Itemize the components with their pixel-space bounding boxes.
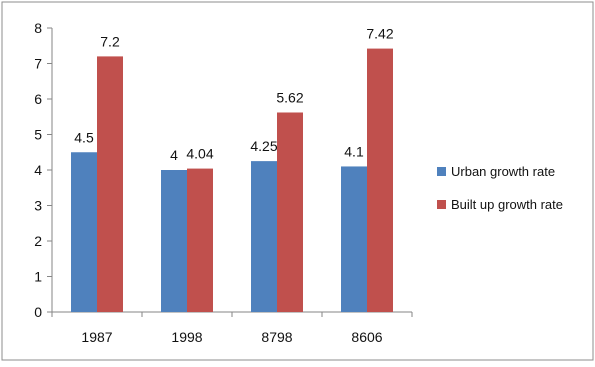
y-tick-label: 4 xyxy=(34,162,42,178)
x-tick-label: 8606 xyxy=(351,329,382,345)
bar-built-up-1998 xyxy=(187,168,213,312)
bar-urban-1987 xyxy=(71,152,97,312)
data-label: 7.42 xyxy=(366,26,393,42)
y-tick-label: 2 xyxy=(34,233,42,249)
legend: Urban growth rate Built up growth rate xyxy=(437,164,563,212)
data-label: 4.1 xyxy=(344,143,364,159)
bar-built-up-1987 xyxy=(97,56,123,313)
y-tick-label: 8 xyxy=(34,20,42,36)
bar-urban-8606 xyxy=(341,166,367,312)
x-tick-label: 1998 xyxy=(171,329,202,345)
legend-swatch xyxy=(437,167,446,176)
data-label: 4 xyxy=(170,147,178,163)
data-labels: 4.5 4 4.25 4.1 7.2 4.04 5.62 7.42 xyxy=(74,26,394,163)
data-label: 7.2 xyxy=(100,33,120,49)
y-tick-label: 6 xyxy=(34,91,42,107)
y-tick-label: 0 xyxy=(34,304,42,320)
y-tick-label: 5 xyxy=(34,127,42,143)
bar-urban-8798 xyxy=(251,161,277,312)
data-label: 4.25 xyxy=(250,138,277,154)
bar-urban-1998 xyxy=(161,170,187,312)
legend-swatch xyxy=(437,200,446,209)
y-axis: 0 1 2 3 4 5 6 7 8 xyxy=(34,20,53,320)
y-tick-label: 1 xyxy=(34,269,42,285)
y-tick-label: 7 xyxy=(34,56,42,72)
y-tick-label: 3 xyxy=(34,198,42,214)
data-label: 4.5 xyxy=(74,129,94,145)
x-tick-label: 1987 xyxy=(81,329,112,345)
data-label: 5.62 xyxy=(276,89,303,105)
data-label: 4.04 xyxy=(186,146,213,162)
bar-built-up-8798 xyxy=(277,112,303,313)
bar-built-up-8606 xyxy=(367,48,393,313)
x-tick-label: 8798 xyxy=(261,329,292,345)
bars xyxy=(71,48,393,313)
legend-label: Built up growth rate xyxy=(451,197,563,212)
legend-label: Urban growth rate xyxy=(451,164,555,179)
